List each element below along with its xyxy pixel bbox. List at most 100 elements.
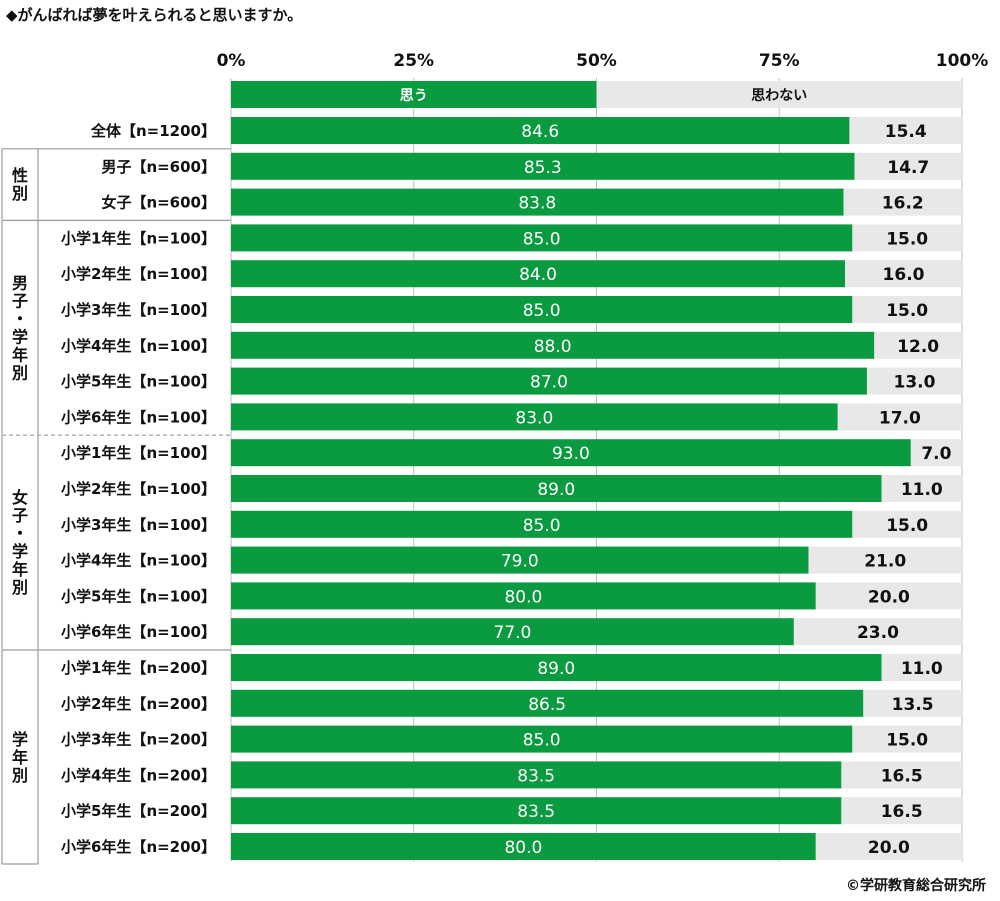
bar-disagree [910, 439, 962, 467]
row-label: 全体【n=1200】 [90, 122, 216, 140]
data-label-agree: 84.6 [521, 122, 559, 142]
bar-agree [231, 188, 844, 216]
bar-agree [231, 403, 838, 431]
row-label: 小学4年生【n=100】 [61, 552, 216, 570]
group-label: 女子・学年別 [12, 488, 28, 597]
row-label: 小学1年生【n=100】 [61, 229, 216, 247]
bar-disagree [852, 510, 962, 538]
bar-agree [231, 582, 816, 610]
row-label: 小学1年生【n=100】 [61, 444, 216, 462]
data-label-disagree: 7.0 [921, 444, 951, 464]
row-label: 小学2年生【n=100】 [61, 265, 216, 283]
data-label-agree: 93.0 [552, 444, 590, 464]
bar-disagree [881, 475, 962, 502]
data-label-agree: 80.0 [504, 587, 542, 607]
data-label-agree: 85.0 [523, 229, 561, 249]
row-label: 小学3年生【n=200】 [61, 731, 216, 749]
data-label-agree: 86.5 [528, 695, 566, 715]
data-label-agree: 80.0 [504, 838, 542, 858]
bar-agree [231, 833, 816, 860]
data-label-disagree: 15.0 [886, 301, 928, 321]
bar-disagree [849, 117, 962, 144]
data-label-disagree: 16.5 [881, 766, 923, 786]
data-label-disagree: 15.0 [886, 731, 928, 751]
data-label-disagree: 21.0 [864, 552, 906, 572]
legend-agree-label: 思う [400, 88, 428, 104]
row-label: 小学4年生【n=200】 [61, 766, 216, 784]
bar-agree [231, 260, 846, 288]
data-label-disagree: 11.0 [901, 480, 943, 500]
bar-agree [231, 689, 864, 717]
bar-agree [231, 296, 853, 323]
bar-disagree [852, 224, 962, 252]
row-label: 小学2年生【n=100】 [61, 480, 216, 498]
copyright-credit: ©学研教育総合研究所 [846, 878, 986, 894]
bar-agree [231, 761, 842, 789]
data-label-disagree: 20.0 [868, 838, 910, 858]
data-label-agree: 87.0 [530, 373, 568, 393]
bar-disagree [845, 260, 962, 288]
bar-agree [231, 331, 875, 359]
group-label: 学年別 [12, 730, 28, 785]
bar-disagree [852, 296, 962, 323]
axis-tick-label: 50% [576, 51, 617, 71]
data-label-disagree: 12.0 [897, 337, 939, 357]
bar-agree [231, 797, 842, 825]
data-label-agree: 83.0 [515, 408, 553, 428]
axis-tick-label: 75% [759, 51, 800, 71]
data-label-agree: 83.5 [517, 766, 555, 786]
group-label: 性別 [12, 166, 28, 203]
bar-disagree [881, 654, 962, 681]
data-label-disagree: 15.4 [885, 122, 927, 142]
row-label: 小学2年生【n=200】 [61, 695, 216, 713]
row-label: 小学6年生【n=200】 [61, 838, 216, 856]
legend-agree-swatch [231, 81, 597, 108]
bar-disagree [841, 797, 962, 825]
data-label-disagree: 15.0 [886, 229, 928, 249]
data-label-disagree: 11.0 [901, 659, 943, 679]
row-label: 小学5年生【n=100】 [61, 373, 216, 391]
bar-agree [231, 510, 853, 538]
bar-agree [231, 439, 911, 467]
data-label-agree: 89.0 [537, 480, 575, 500]
row-label: 小学3年生【n=100】 [61, 516, 216, 534]
bar-agree [231, 367, 867, 395]
bar-agree [231, 725, 853, 753]
data-label-disagree: 13.0 [894, 373, 936, 393]
data-label-disagree: 23.0 [857, 623, 899, 643]
bar-disagree [852, 725, 962, 753]
data-label-agree: 88.0 [534, 337, 572, 357]
axis-tick-label: 0% [217, 51, 246, 71]
row-label: 小学5年生【n=200】 [61, 802, 216, 820]
group-label: 男子・学年別 [12, 273, 28, 382]
data-label-agree: 85.3 [524, 158, 562, 178]
data-label-agree: 79.0 [501, 552, 539, 572]
bar-disagree [863, 689, 962, 717]
bar-disagree [841, 761, 962, 789]
axis-tick-label: 100% [936, 51, 989, 71]
bar-agree [231, 152, 855, 180]
data-label-disagree: 16.2 [882, 194, 924, 214]
legend-disagree-label: 思わない [751, 88, 807, 104]
row-label: 小学6年生【n=100】 [61, 623, 216, 641]
row-label: 小学6年生【n=100】 [61, 408, 216, 426]
bar-agree [231, 654, 882, 681]
row-label: 小学1年生【n=200】 [61, 659, 216, 677]
data-label-disagree: 14.7 [887, 158, 929, 178]
data-label-disagree: 13.5 [892, 695, 934, 715]
data-label-agree: 84.0 [519, 265, 557, 285]
bar-agree [231, 618, 794, 646]
bar-disagree [843, 188, 962, 216]
chart-title: ◆がんばれば夢を叶えられると思いますか。 [6, 6, 303, 24]
data-label-agree: 77.0 [494, 623, 532, 643]
bar-disagree [854, 152, 962, 180]
data-label-disagree: 15.0 [886, 516, 928, 536]
bar-agree [231, 117, 850, 144]
row-label: 小学3年生【n=100】 [61, 301, 216, 319]
bar-disagree [866, 367, 962, 395]
data-label-disagree: 16.5 [881, 802, 923, 822]
data-label-disagree: 17.0 [879, 408, 921, 428]
stacked-bar-chart: 0% 25% 50% 75% 100% 思う 思わない 84.6 15.4 全体【n=1200】 8… [1, 51, 989, 865]
row-label: 女子【n=600】 [101, 194, 216, 212]
bar-agree [231, 475, 882, 502]
